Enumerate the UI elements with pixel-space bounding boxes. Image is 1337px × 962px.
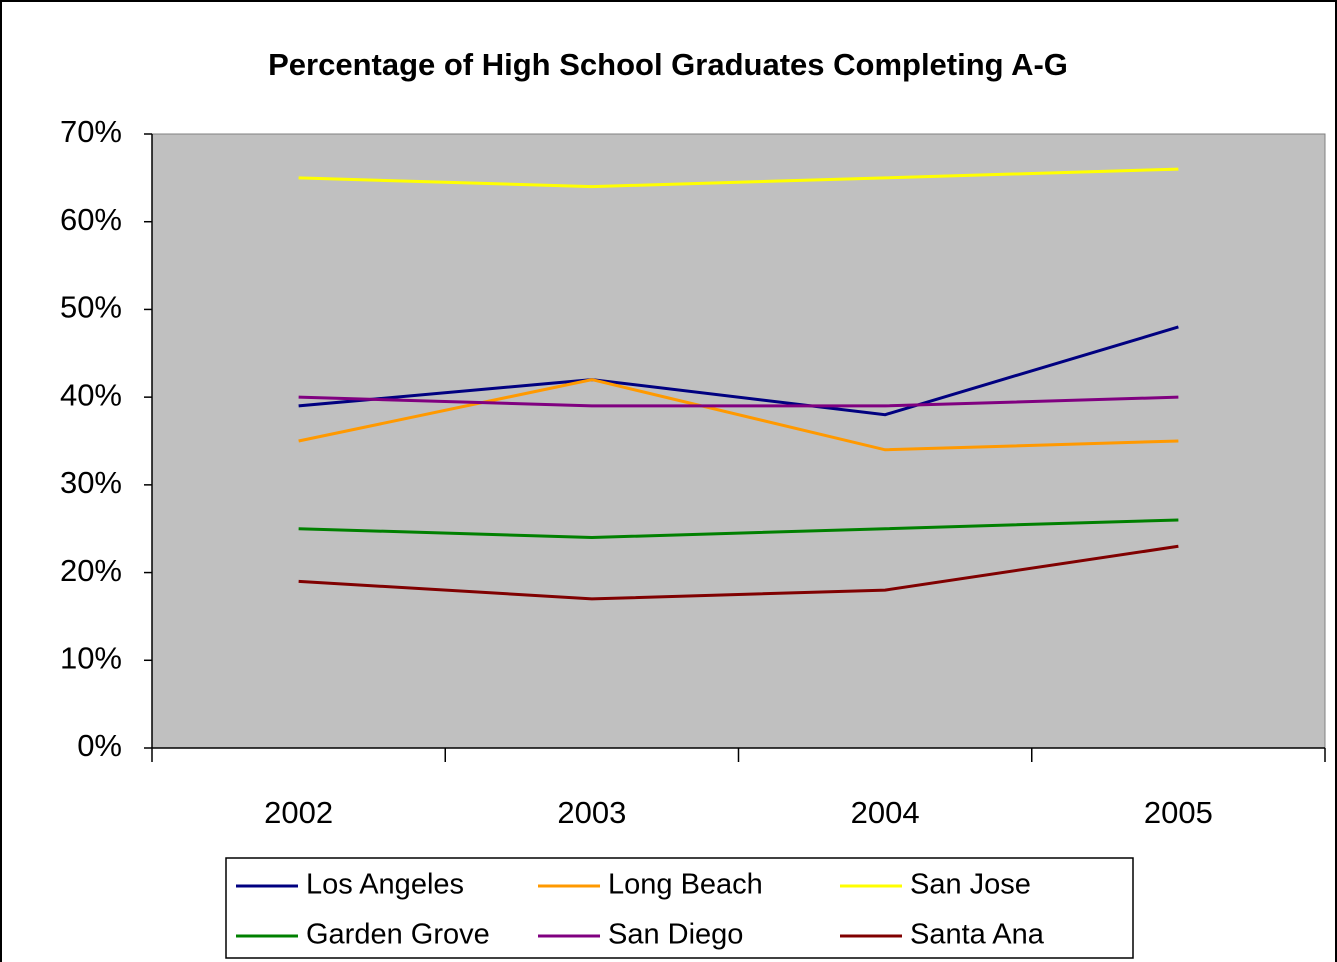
y-tick-label: 60% [60, 202, 122, 237]
x-tick-label: 2003 [557, 795, 626, 830]
series-line [298, 378, 1179, 452]
y-tick-label: 20% [60, 553, 122, 588]
x-tick-label: 2005 [1144, 795, 1213, 830]
legend-label: San Diego [608, 919, 743, 951]
y-tick-label: 10% [60, 640, 122, 675]
series-line [298, 518, 1179, 539]
y-tick-label: 50% [60, 290, 122, 325]
series-line [298, 325, 1179, 417]
legend-label: San Jose [910, 869, 1031, 901]
legend-label: Santa Ana [910, 919, 1045, 951]
series-line [298, 167, 1179, 189]
legend-label: Garden Grove [306, 919, 490, 951]
x-tick-label: 2004 [851, 795, 920, 830]
series-line [298, 395, 1179, 408]
y-tick-label: 30% [60, 465, 122, 500]
legend [225, 857, 1134, 959]
legend-label: Los Angeles [306, 869, 464, 901]
y-tick-label: 70% [60, 114, 122, 149]
y-tick-label: 0% [77, 728, 122, 763]
legend-label: Long Beach [608, 869, 763, 901]
y-tick-label: 40% [60, 377, 122, 412]
series-line [298, 544, 1179, 601]
x-tick-label: 2002 [264, 795, 333, 830]
chart-title: Percentage of High School Graduates Comp… [268, 47, 1068, 82]
